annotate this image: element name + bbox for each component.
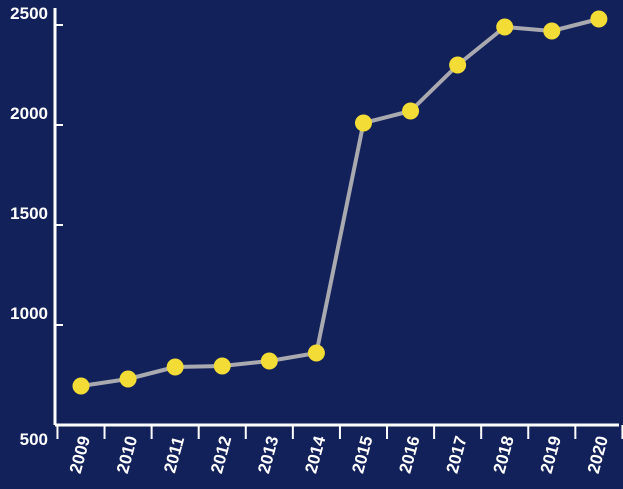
y-tick-label: 1500 [10,204,48,223]
data-point [166,358,184,376]
x-tick-label: 2014 [301,433,329,475]
x-tick-label: 2012 [207,434,235,475]
data-point [402,102,420,120]
x-tick-label: 2020 [584,434,612,475]
y-tick-label: 500 [20,430,48,449]
x-tick-label: 2017 [443,434,471,475]
series-line [80,17,600,388]
data-point [119,370,137,388]
x-tick-label: 2010 [113,434,141,475]
x-tick-label: 2016 [396,434,424,475]
data-point [260,352,278,370]
y-tick-label: 1000 [10,304,48,323]
data-point [449,56,467,74]
y-tick-label: 2500 [10,4,48,23]
x-axis-ticks: 2009 2010 2011 2012 2013 2014 2015 2016 2017 2018… [56,425,623,475]
series-line-group [80,17,600,388]
y-tick-label: 2000 [10,104,48,123]
data-point [213,357,231,375]
x-tick-label: 2018 [490,434,518,475]
x-tick-label: 2013 [254,434,282,475]
data-point [590,10,608,28]
data-point [307,344,325,362]
data-point [543,22,561,40]
data-point [496,18,514,36]
data-point [72,377,90,395]
x-tick-label: 2009 [66,434,94,475]
data-point [354,114,372,132]
x-tick-label: 2015 [348,434,376,475]
data-points [72,10,608,395]
y-axis-ticks: 500 1000 1500 2000 2500 [10,4,63,449]
x-tick-label: 2011 [160,434,188,475]
x-tick-label: 2019 [537,434,565,475]
axes [53,8,619,427]
